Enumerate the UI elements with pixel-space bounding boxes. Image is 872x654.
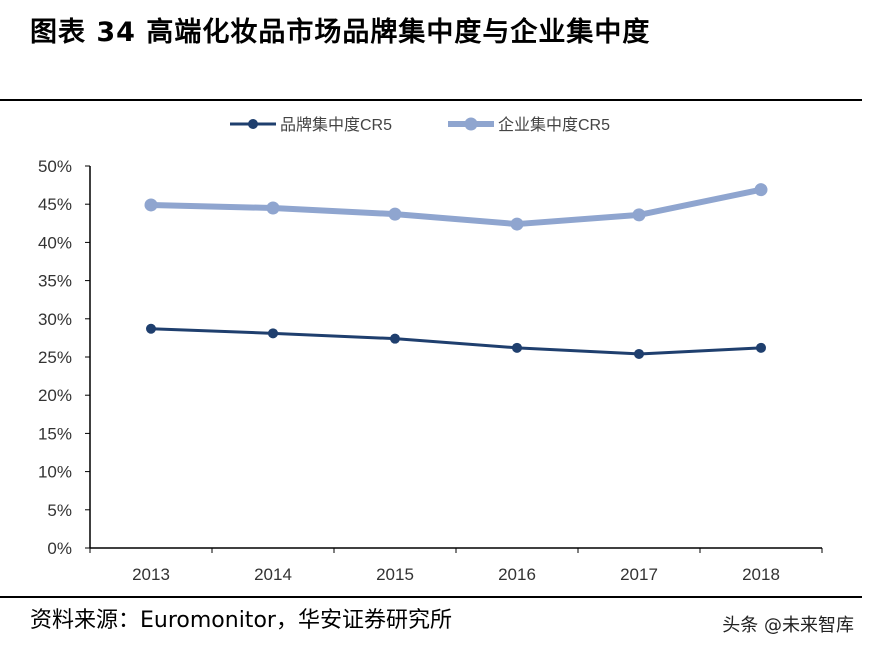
data-point [388,207,402,221]
y-tick-label: 0% [47,539,72,558]
y-tick-label: 5% [47,501,72,520]
y-tick-label: 40% [38,233,72,252]
series-line-1 [150,327,762,356]
figure-title: 图表 34 高端化妆品市场品牌集中度与企业集中度 [30,17,651,48]
data-point [390,333,400,344]
data-point [146,323,156,334]
x-tick-label: 2017 [620,565,658,584]
data-point [632,208,646,222]
y-tick-label: 30% [38,310,72,329]
bottom-rule [0,596,862,598]
data-point [756,342,766,353]
x-tick-label: 2013 [132,565,170,584]
data-point [512,342,522,353]
y-tick-label: 10% [38,463,72,482]
watermark: 头条 @未来智库 [722,615,854,636]
source-note: 资料来源：Euromonitor，华安证券研究所 [30,608,452,633]
legend-swatch-marker [464,117,478,131]
y-tick-label: 20% [38,386,72,405]
legend-swatch-marker [248,119,258,129]
y-tick-label: 15% [38,424,72,443]
legend-label: 企业集中度CR5 [498,116,610,134]
x-tick-label: 2016 [498,565,536,584]
legend-label: 品牌集中度CR5 [280,116,392,134]
series-line-2 [150,186,762,228]
x-tick-label: 2014 [254,565,292,584]
data-point [754,183,768,197]
x-tick-label: 2015 [376,565,414,584]
data-point [268,328,278,339]
y-tick-label: 45% [38,195,72,214]
y-tick-label: 50% [38,157,72,176]
y-tick-label: 35% [38,272,72,291]
top-rule [0,99,862,101]
x-tick-label: 2018 [742,565,780,584]
data-point [266,201,280,215]
data-point [510,217,524,231]
data-point [634,348,644,359]
data-point [144,198,158,212]
y-tick-label: 25% [38,348,72,367]
